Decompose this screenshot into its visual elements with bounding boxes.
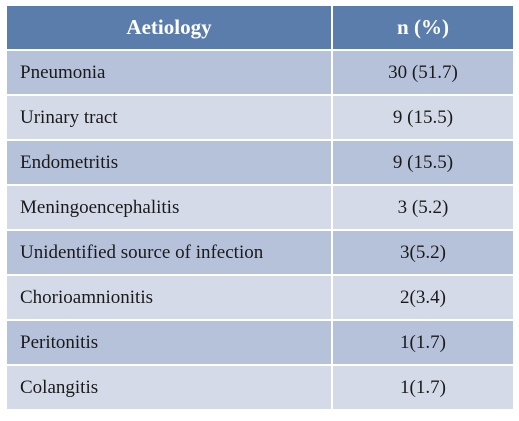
count-cell: 2(3.4) (331, 274, 515, 321)
count-cell: 9 (15.5) (331, 139, 515, 186)
aetiology-cell: Unidentified source of infection (5, 229, 333, 276)
aetiology-cell: Meningoencephalitis (5, 184, 333, 231)
aetiology-cell: Pneumonia (5, 49, 333, 96)
table-row: Colangitis 1(1.7) (5, 364, 515, 411)
aetiology-table: Aetiology n (%) Pneumonia 30 (51.7) Urinar… (5, 4, 515, 411)
aetiology-cell: Urinary tract (5, 94, 333, 141)
count-cell: 30 (51.7) (331, 49, 515, 96)
aetiology-cell: Peritonitis (5, 319, 333, 366)
table-row: Peritonitis 1(1.7) (5, 319, 515, 366)
table-row: Urinary tract 9 (15.5) (5, 94, 515, 141)
table-row: Endometritis 9 (15.5) (5, 139, 515, 186)
count-cell: 1(1.7) (331, 319, 515, 366)
table-row: Pneumonia 30 (51.7) (5, 49, 515, 96)
count-cell: 3 (5.2) (331, 184, 515, 231)
count-cell: 9 (15.5) (331, 94, 515, 141)
table-row: Unidentified source of infection 3(5.2) (5, 229, 515, 276)
table-row: Meningoencephalitis 3 (5.2) (5, 184, 515, 231)
aetiology-cell: Colangitis (5, 364, 333, 411)
header-cell: Aetiology (5, 4, 333, 51)
header-row: Aetiology n (%) (5, 4, 515, 51)
table-row: Chorioamnionitis 2(3.4) (5, 274, 515, 321)
count-cell: 1(1.7) (331, 364, 515, 411)
aetiology-cell: Chorioamnionitis (5, 274, 333, 321)
count-cell: 3(5.2) (331, 229, 515, 276)
table-body: Pneumonia 30 (51.7) Urinary tract 9 (15.5) E… (5, 49, 515, 411)
aetiology-cell: Endometritis (5, 139, 333, 186)
header-cell: n (%) (331, 4, 515, 51)
